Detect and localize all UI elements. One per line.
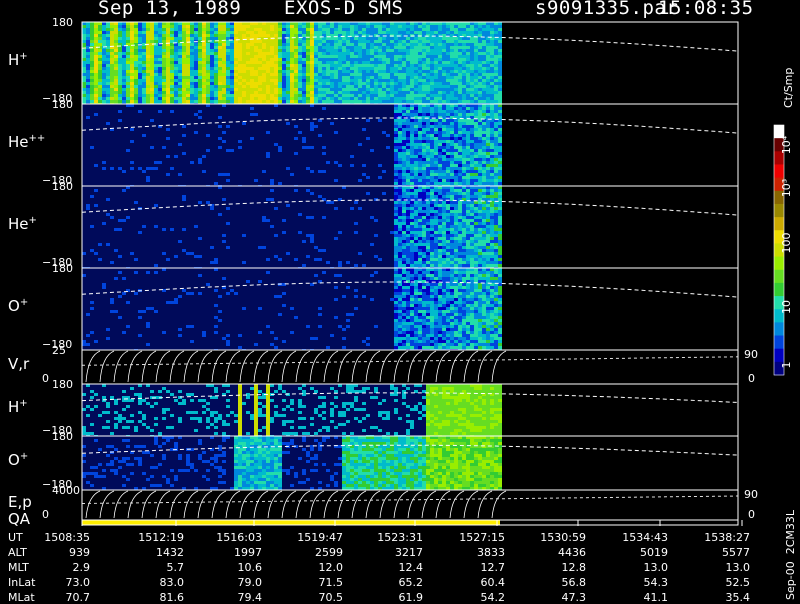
ephemeris-cell: 47.3: [536, 591, 586, 604]
ephemeris-cell: 1432: [134, 546, 184, 559]
colorbar-swatch: [774, 336, 784, 350]
ephemeris-cell: 5019: [618, 546, 668, 559]
colorbar-swatch: [774, 283, 784, 297]
colorbar-unit-label: Ct/Smp: [782, 68, 795, 108]
ephemeris-cell: 5577: [700, 546, 750, 559]
colorbar-swatch: [774, 204, 784, 218]
ephemeris-cell: 1530:59: [536, 531, 586, 544]
right-axis-min: 0: [748, 372, 755, 385]
ephemeris-cell: 41.1: [618, 591, 668, 604]
ephemeris-cell: 83.0: [134, 576, 184, 589]
ephemeris-cell: 1519:47: [293, 531, 343, 544]
ephemeris-cell: 12.0: [293, 561, 343, 574]
side-label: Sep-00 2CM33L: [784, 510, 797, 600]
panel-label-sup: +: [19, 51, 27, 62]
ephemeris-row-label: InLat: [8, 576, 35, 589]
y-max-label: 180: [52, 16, 73, 29]
panel-label-he-plusplus: He++: [8, 133, 45, 151]
qa-label: QA: [8, 510, 30, 528]
colorbar-tick-label: 10³: [780, 179, 793, 197]
colorbar-tick-label: 1: [780, 362, 793, 369]
panel-label-h-plus-2: H+: [8, 398, 28, 416]
colorbar-swatch: [774, 270, 784, 284]
ephemeris-cell: 1534:43: [618, 531, 668, 544]
ephemeris-row-label: ALT: [8, 546, 27, 559]
panel-label-h-plus: H+: [8, 51, 28, 69]
ephemeris-cell: 71.5: [293, 576, 343, 589]
y-max-label: 180: [52, 180, 73, 193]
ephemeris-cell: 70.7: [40, 591, 90, 604]
ephemeris-cell: 61.9: [373, 591, 423, 604]
ephemeris-cell: 60.4: [455, 576, 505, 589]
colorbar-swatch: [774, 322, 784, 336]
ephemeris-cell: 79.4: [212, 591, 262, 604]
ephemeris-cell: 81.6: [134, 591, 184, 604]
panel-label-sup: ++: [29, 133, 46, 144]
ephemeris-cell: 2599: [293, 546, 343, 559]
colorbar-swatch: [774, 217, 784, 231]
ephemeris-cell: 56.8: [536, 576, 586, 589]
panel-label-o-plus-2: O+: [8, 451, 28, 469]
y-max-label: 180: [52, 262, 73, 275]
panel-label-he-plus: He+: [8, 215, 37, 233]
ephemeris-cell: 54.3: [618, 576, 668, 589]
ephemeris-row-label: MLat: [8, 591, 35, 604]
ephemeris-cell: 3217: [373, 546, 423, 559]
ephemeris-cell: 12.8: [536, 561, 586, 574]
panel-label-v-r: V,r: [8, 355, 29, 373]
y-min-label: 0: [42, 372, 49, 385]
ephemeris-cell: 1516:03: [212, 531, 262, 544]
colorbar-tick-label: 10⁴: [780, 135, 793, 154]
ephemeris-cell: 1508:35: [40, 531, 90, 544]
y-max-label: 180: [52, 98, 73, 111]
colorbar-swatch: [774, 349, 784, 363]
ephemeris-cell: 1523:31: [373, 531, 423, 544]
panel-label-sup: +: [29, 215, 37, 226]
y-max-label: 25: [52, 344, 66, 357]
ephemeris-cell: 73.0: [40, 576, 90, 589]
colorbar-tick-label: 10: [780, 300, 793, 314]
y-min-label: 0: [42, 508, 49, 521]
right-axis-max: 90: [744, 348, 758, 361]
ephemeris-cell: 3833: [455, 546, 505, 559]
right-axis-max: 90: [744, 488, 758, 501]
ephemeris-cell: 65.2: [373, 576, 423, 589]
ephemeris-cell: 13.0: [618, 561, 668, 574]
ephemeris-cell: 79.0: [212, 576, 262, 589]
qa-bar: [82, 520, 500, 525]
ephemeris-cell: 939: [40, 546, 90, 559]
right-axis-min: 0: [748, 508, 755, 521]
ephemeris-cell: 52.5: [700, 576, 750, 589]
ephemeris-cell: 5.7: [134, 561, 184, 574]
colorbar-swatch: [774, 164, 784, 178]
ephemeris-cell: 10.6: [212, 561, 262, 574]
y-max-label: 4000: [52, 484, 80, 497]
ephemeris-cell: 1997: [212, 546, 262, 559]
ephemeris-cell: 12.7: [455, 561, 505, 574]
colorbar-tick-label: 100: [780, 233, 793, 254]
panel-label-e-p: E,p: [8, 493, 32, 511]
ephemeris-cell: 12.4: [373, 561, 423, 574]
ephemeris-cell: 54.2: [455, 591, 505, 604]
ephemeris-row-label: UT: [8, 531, 23, 544]
ephemeris-cell: 70.5: [293, 591, 343, 604]
ephemeris-cell: 1538:27: [700, 531, 750, 544]
ephemeris-cell: 1527:15: [455, 531, 505, 544]
ephemeris-cell: 4436: [536, 546, 586, 559]
ephemeris-cell: 2.9: [40, 561, 90, 574]
panel-label-o-plus: O+: [8, 297, 28, 315]
y-max-label: 180: [52, 378, 73, 391]
y-max-label: 180: [52, 430, 73, 443]
panel-label-sup: +: [20, 451, 28, 462]
ephemeris-row-label: MLT: [8, 561, 29, 574]
colorbar-swatch: [774, 257, 784, 271]
ephemeris-cell: 13.0: [700, 561, 750, 574]
ephemeris-cell: 1512:19: [134, 531, 184, 544]
ephemeris-cell: 35.4: [700, 591, 750, 604]
panel-label-sup: +: [19, 398, 27, 409]
panel-label-sup: +: [20, 297, 28, 308]
